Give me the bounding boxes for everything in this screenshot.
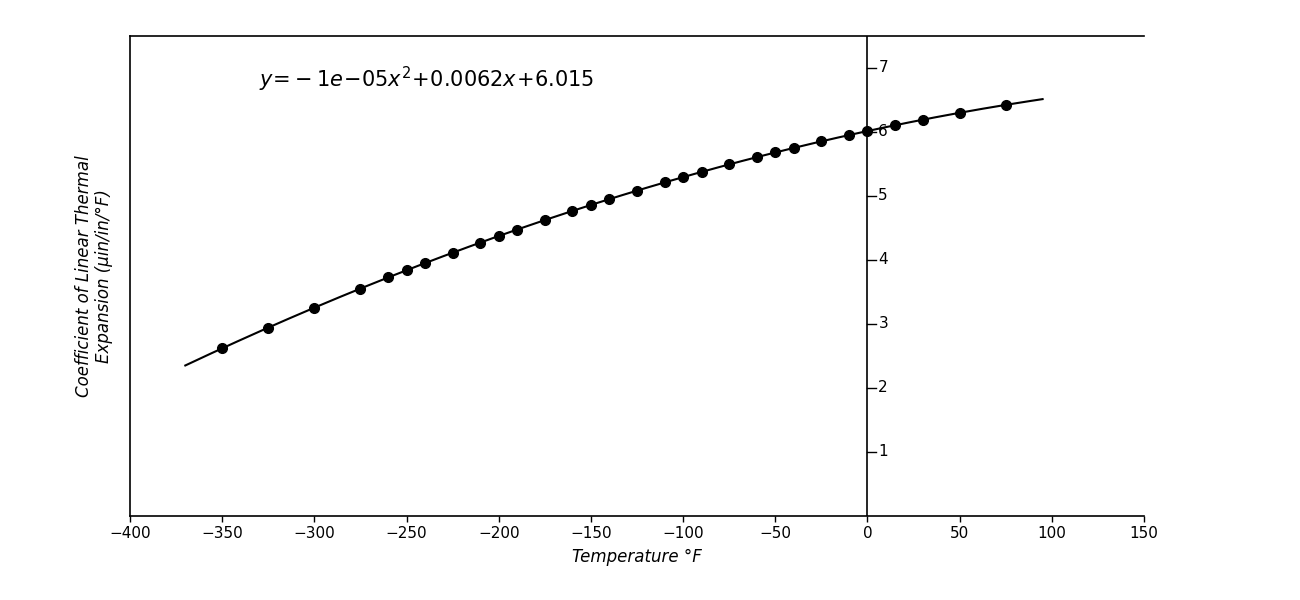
Text: 2: 2 [879, 380, 888, 395]
Text: 7: 7 [879, 61, 888, 76]
Text: $\mathit{y\!=\!-1e\!-\!05x^2\!+\!0.0062x\!+\!6.015}$: $\mathit{y\!=\!-1e\!-\!05x^2\!+\!0.0062x… [259, 65, 594, 94]
Y-axis label: Coefficient of Linear Thermal
Expansion (μin/in/°F): Coefficient of Linear Thermal Expansion … [74, 155, 113, 397]
Text: 3: 3 [879, 317, 888, 331]
Text: 5: 5 [879, 188, 888, 203]
X-axis label: Temperature °F: Temperature °F [572, 548, 702, 566]
Text: 4: 4 [879, 253, 888, 268]
Text: 6: 6 [879, 124, 888, 139]
Text: 1: 1 [879, 445, 888, 460]
